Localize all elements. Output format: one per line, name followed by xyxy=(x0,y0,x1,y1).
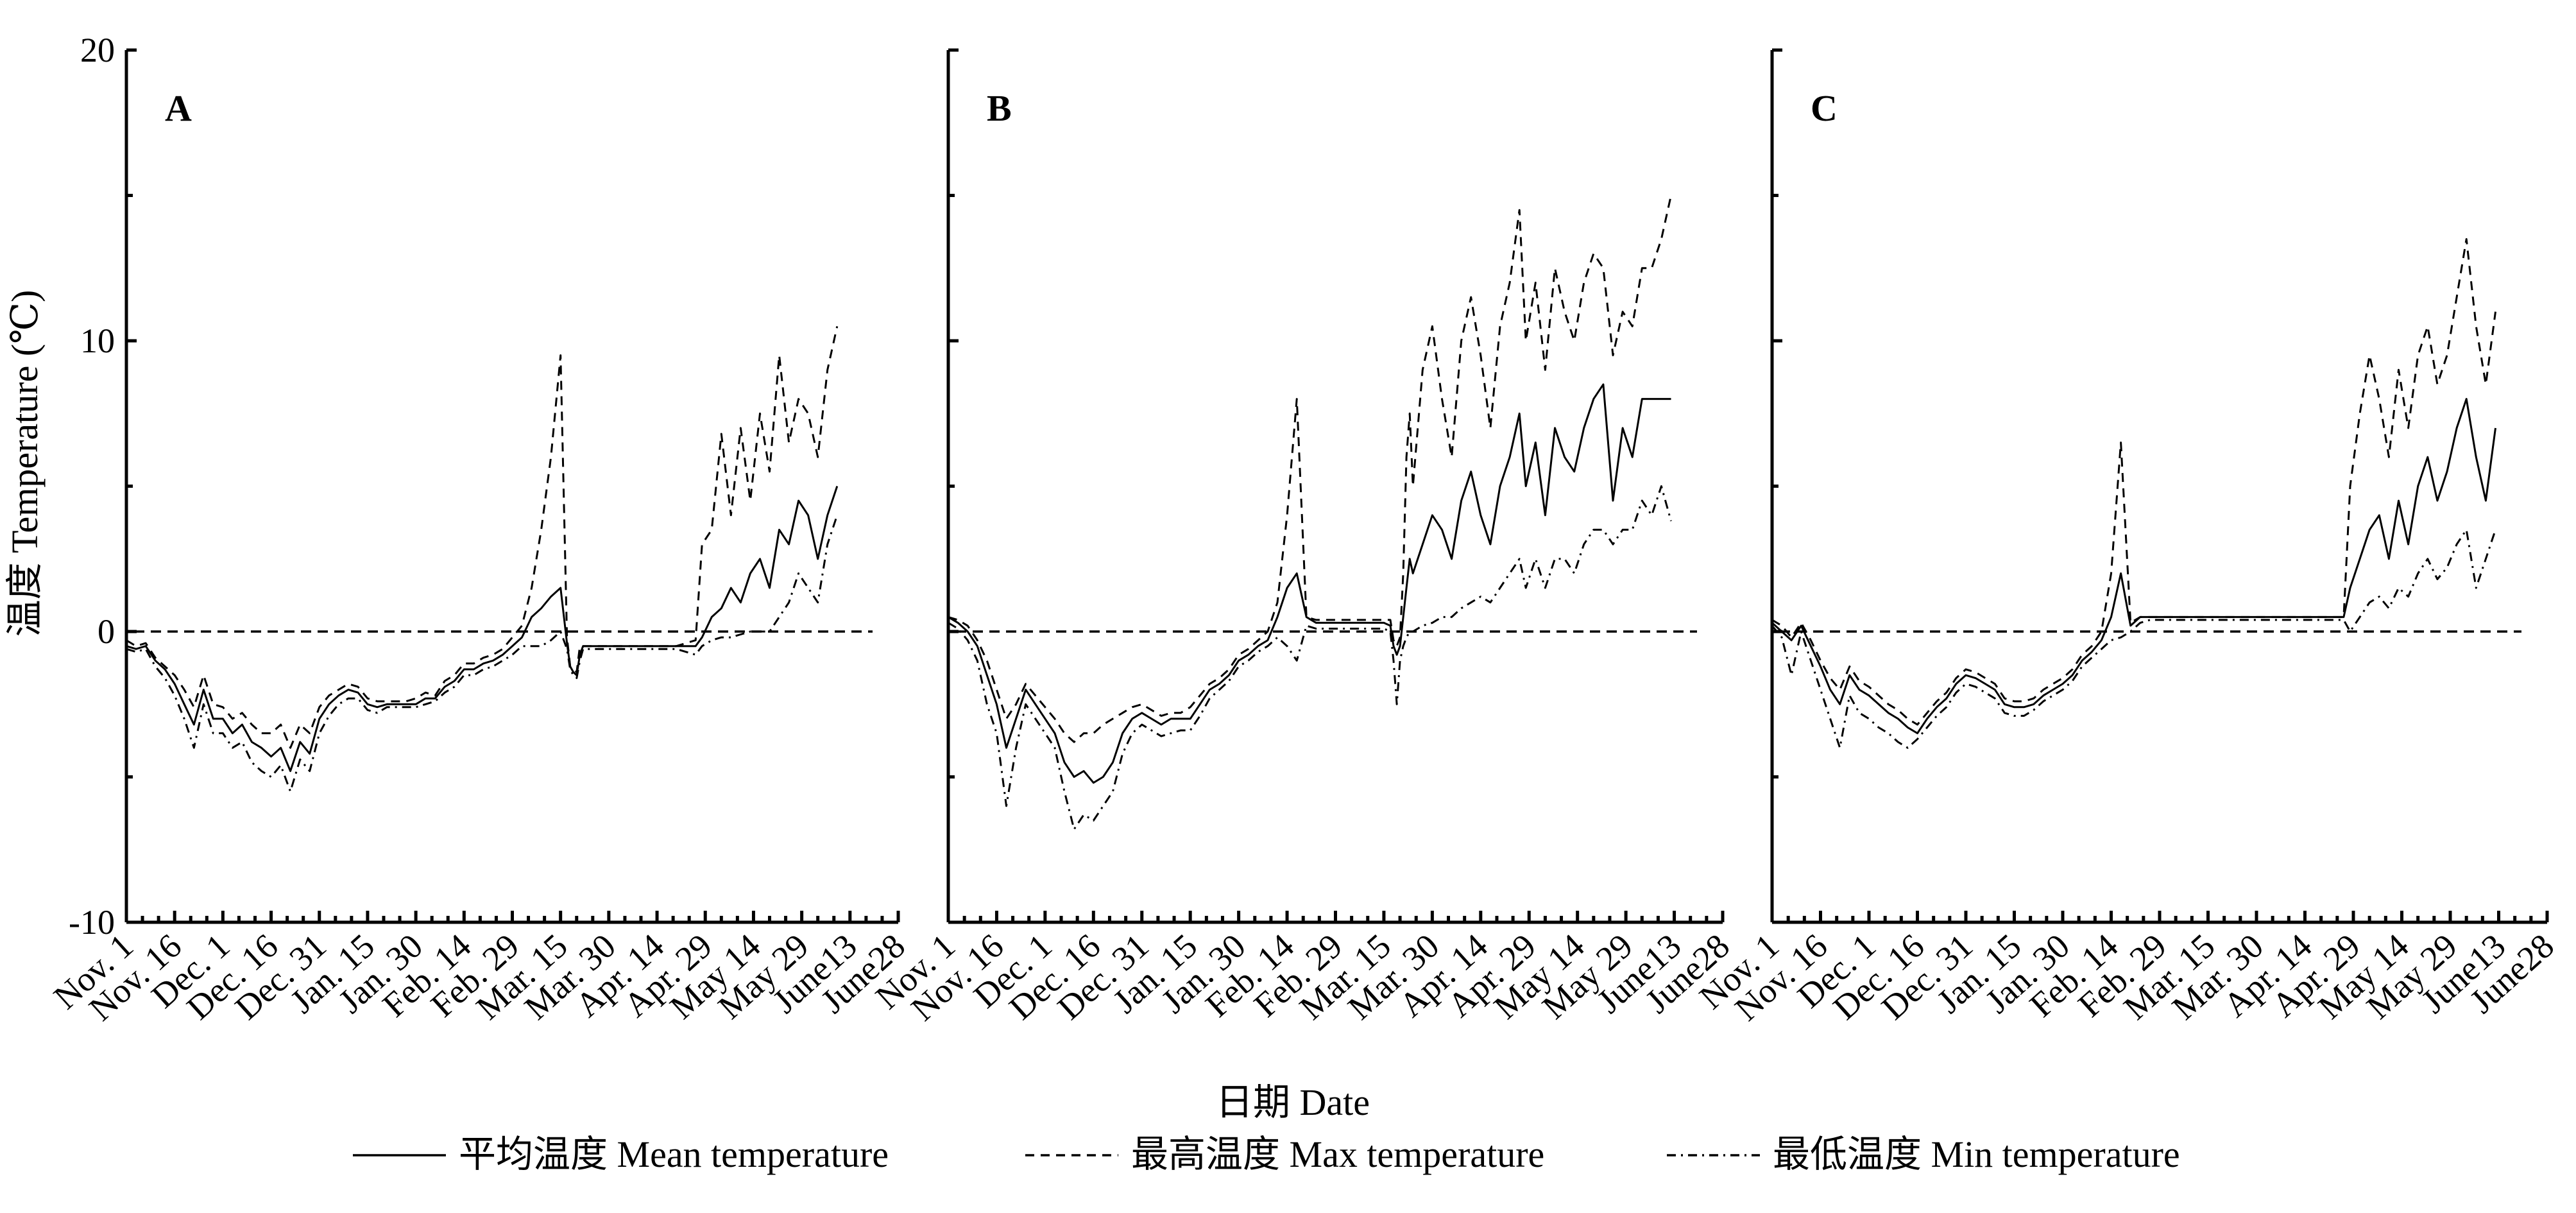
panel-label: C xyxy=(1811,87,1838,129)
legend: 平均温度 Mean temperature 最高温度 Max temperatur… xyxy=(353,1133,2180,1175)
x-axis-title: 日期 Date xyxy=(1216,1081,1370,1123)
series-solid-line xyxy=(1771,398,2496,734)
series-dashed-line xyxy=(1771,238,2496,726)
series-dashdot-line xyxy=(1771,528,2496,749)
series-dashdot-line xyxy=(126,515,839,793)
legend-label: 平均温度 Mean temperature xyxy=(459,1133,889,1175)
series-dashdot-line xyxy=(948,485,1672,830)
series-solid-line xyxy=(126,486,839,772)
series-dashed-line xyxy=(948,195,1672,743)
y-tick-label: 10 xyxy=(80,322,115,360)
series-dashed-line xyxy=(126,326,839,749)
series-solid-line xyxy=(948,383,1671,784)
panel-label: A xyxy=(165,87,192,129)
y-tick-label: -10 xyxy=(69,903,115,942)
panel-label: B xyxy=(987,87,1012,129)
legend-label: 最低温度 Min temperature xyxy=(1773,1133,2180,1175)
legend-label: 最高温度 Max temperature xyxy=(1131,1133,1544,1175)
y-axis-title: 温度 Temperature (℃) xyxy=(4,290,46,637)
y-tick-label: 0 xyxy=(98,612,115,651)
y-tick-label: 20 xyxy=(80,31,115,69)
